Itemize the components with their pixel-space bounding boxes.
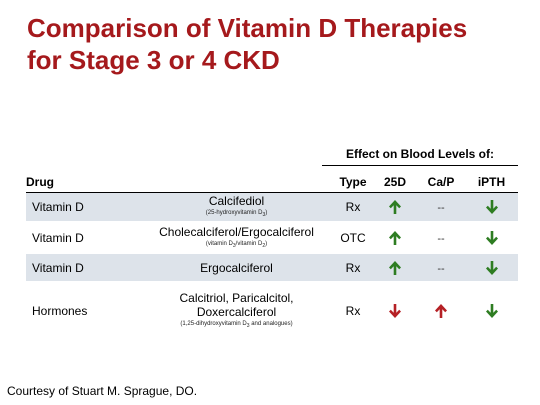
col-header-25d: 25D [383,175,406,189]
col-header-ipth: iPTH [477,175,506,189]
drug-type: Rx [345,200,361,214]
drug-name-cell: Calcitriol, Paricalcitol, Doxercalcifero… [140,291,333,330]
drug-name-cell: Ergocalciferol [140,261,333,275]
table-row: Vitamin D Calcifediol (25-hydroxyvitamin… [26,193,518,222]
col-header-type: Type [339,175,367,189]
drug-type: Rx [345,260,361,275]
down-arrow-icon [484,303,500,319]
drug-subtitle: (1,25-dihydroxyvitamin D3 and analogues) [180,321,293,330]
therapy-table: Drug Type 25D Ca/P iPTH Vitamin D Calcif… [26,172,518,341]
down-arrow-icon [484,260,500,276]
table-row: Vitamin D Cholecalciferol/Ergocalciferol… [26,222,518,254]
drug-name: Ergocalciferol [200,260,273,275]
table-header-row: Drug Type 25D Ca/P iPTH [26,172,518,193]
down-arrow-icon [387,303,403,319]
drug-name-cell: Calcifediol (25-hydroxyvitamin D3) [140,194,333,219]
up-arrow-icon [387,230,403,246]
no-change-dash: -- [437,202,445,214]
table-row: Vitamin D Ergocalciferol Rx -- [26,254,518,282]
drug-subtitle: (25-hydroxyvitamin D3) [205,210,268,219]
col-header-drug: Drug [26,175,54,189]
drug-subtitle: (vitamin D3/vitamin D2) [205,240,268,250]
drug-class: Vitamin D [32,200,84,214]
drug-name: Calcifediol [208,194,265,209]
effect-header: Effect on Blood Levels of: [345,147,494,161]
drug-name-cell: Cholecalciferol/Ergocalciferol (vitamin … [140,225,333,250]
drug-name-line-2: Doxercalciferol [196,305,277,320]
drug-type: Rx [345,304,361,318]
slide-title: Comparison of Vitamin D Therapies for St… [27,12,527,76]
down-arrow-icon [484,199,500,215]
drug-class: Hormones [32,304,88,318]
drug-name: Cholecalciferol/Ergocalciferol [159,224,314,239]
title-line-1: Comparison of Vitamin D Therapies [27,13,468,43]
no-change-dash: -- [437,262,445,275]
up-arrow-icon [387,199,403,215]
no-change-dash: -- [437,232,445,245]
credit-line: Courtesy of Stuart M. Sprague, DO. [7,384,198,398]
drug-name-line-1: Calcitriol, Paricalcitol, [179,291,294,306]
drug-class: Vitamin D [32,260,84,275]
table-row: Hormones Calcitriol, Paricalcitol, Doxer… [26,282,518,341]
effect-header-rule [322,165,518,166]
col-header-cap: Ca/P [427,175,455,189]
up-arrow-icon [387,260,403,276]
up-arrow-icon [433,303,449,319]
down-arrow-icon [484,230,500,246]
drug-class: Vitamin D [32,230,84,245]
title-line-2: for Stage 3 or 4 CKD [27,45,280,75]
drug-type: OTC [340,230,366,245]
